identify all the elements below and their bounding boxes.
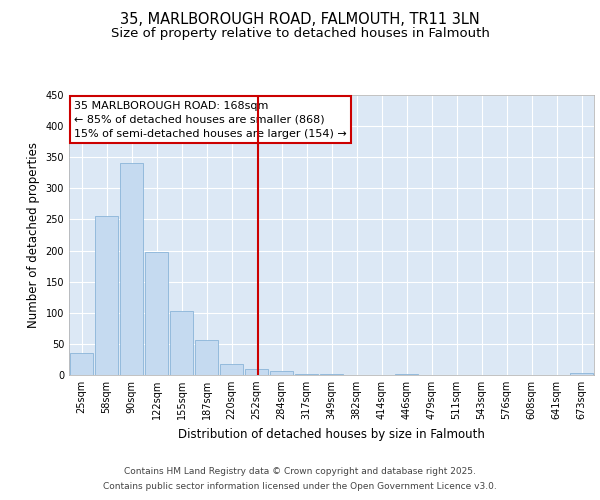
Bar bbox=[70, 352, 93, 375]
Text: Contains public sector information licensed under the Open Government Licence v3: Contains public sector information licen… bbox=[103, 482, 497, 491]
Text: 35 MARLBOROUGH ROAD: 168sqm
← 85% of detached houses are smaller (868)
15% of se: 35 MARLBOROUGH ROAD: 168sqm ← 85% of det… bbox=[74, 100, 347, 138]
X-axis label: Distribution of detached houses by size in Falmouth: Distribution of detached houses by size … bbox=[178, 428, 485, 440]
Bar bbox=[320, 374, 343, 375]
Bar bbox=[145, 252, 168, 375]
Bar bbox=[195, 340, 218, 375]
Text: Size of property relative to detached houses in Falmouth: Size of property relative to detached ho… bbox=[110, 28, 490, 40]
Bar bbox=[570, 373, 593, 375]
Bar bbox=[295, 374, 318, 375]
Bar bbox=[245, 369, 268, 375]
Bar bbox=[120, 163, 143, 375]
Bar bbox=[170, 311, 193, 375]
Bar bbox=[395, 374, 418, 375]
Text: 35, MARLBOROUGH ROAD, FALMOUTH, TR11 3LN: 35, MARLBOROUGH ROAD, FALMOUTH, TR11 3LN bbox=[120, 12, 480, 28]
Y-axis label: Number of detached properties: Number of detached properties bbox=[27, 142, 40, 328]
Bar bbox=[95, 216, 118, 375]
Text: Contains HM Land Registry data © Crown copyright and database right 2025.: Contains HM Land Registry data © Crown c… bbox=[124, 467, 476, 476]
Bar bbox=[270, 372, 293, 375]
Bar bbox=[220, 364, 243, 375]
